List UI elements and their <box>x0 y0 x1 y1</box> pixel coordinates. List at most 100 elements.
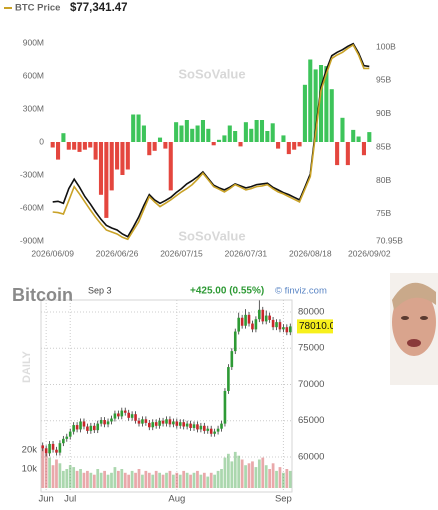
candle-body <box>168 419 172 425</box>
volume-bar <box>244 465 247 488</box>
y-tick-label: 70000 <box>298 379 324 390</box>
bar <box>163 142 168 149</box>
candle-body <box>51 443 55 450</box>
volume-bar <box>175 472 179 488</box>
bar <box>56 142 61 160</box>
candle-body <box>209 428 213 434</box>
candle-body <box>254 319 258 330</box>
volume-bar <box>127 474 131 488</box>
candle-body <box>261 309 265 322</box>
bar <box>157 137 163 142</box>
volume-bar <box>237 455 241 488</box>
bar <box>206 128 211 142</box>
volume-bar <box>65 469 69 488</box>
y2-tick-label: 95B <box>376 75 391 85</box>
volume-bar <box>223 457 227 488</box>
y-tick-label: 65000 <box>298 415 324 426</box>
bar <box>168 142 173 191</box>
candle-body <box>148 422 151 428</box>
candle-body <box>158 420 161 426</box>
volume-bar <box>254 467 258 488</box>
volume-bar <box>189 474 192 488</box>
last-price-group: 78010.00 <box>297 319 341 334</box>
volume-bar <box>158 472 161 488</box>
volume-bar <box>99 472 103 488</box>
candle-body <box>237 317 241 332</box>
candle-body <box>113 413 117 419</box>
y-tick-label: -300M <box>20 169 44 179</box>
candle-body <box>82 421 86 427</box>
volume-bar <box>147 472 151 488</box>
bar <box>259 120 265 142</box>
bar <box>66 142 71 150</box>
volume-bar <box>113 467 117 488</box>
candle-body <box>278 322 282 330</box>
candle-body <box>44 448 48 454</box>
volume-bar <box>206 476 210 488</box>
candle-body <box>72 425 75 432</box>
candle-body <box>185 423 189 427</box>
volume-bar <box>134 472 137 488</box>
bar <box>50 142 55 148</box>
bar <box>340 117 345 142</box>
candle-body <box>216 428 220 432</box>
x-tick-label: 2026/06/26 <box>96 248 139 258</box>
volume-bar <box>68 465 72 488</box>
candle-body <box>62 438 65 444</box>
volume-bar <box>61 470 65 488</box>
bar <box>367 132 372 142</box>
source: © finviz.com <box>275 286 327 297</box>
volume-bar <box>240 459 244 488</box>
x-tick-label: Aug <box>168 494 185 505</box>
candle-body <box>79 421 82 430</box>
candle-body <box>251 323 254 330</box>
bar <box>351 129 356 142</box>
bar <box>174 122 179 142</box>
bar <box>222 135 227 142</box>
candle-body <box>41 445 45 449</box>
volume-bar <box>89 472 93 488</box>
volume-bar <box>288 470 292 488</box>
y2-tick-label: 85B <box>376 141 391 151</box>
mouth <box>407 339 421 347</box>
candle-body <box>192 424 196 428</box>
volume-bar <box>168 470 172 488</box>
bar <box>77 142 82 152</box>
plot-frame <box>40 299 293 493</box>
volume-bar <box>285 469 289 488</box>
y-tick-label: 300M <box>23 103 44 113</box>
candle-body <box>106 421 110 425</box>
volume-bar <box>58 463 62 488</box>
volume-bar <box>213 474 217 488</box>
volume-bar <box>92 474 96 488</box>
y2-tick-label: 70.95B <box>376 235 403 245</box>
volume-bar <box>172 474 175 488</box>
bar <box>270 123 275 142</box>
candle-body <box>99 420 103 424</box>
candle-body <box>96 423 100 431</box>
volume-bar <box>247 463 251 488</box>
candle-body <box>68 431 72 437</box>
candle-body <box>89 425 93 431</box>
watermark: SoSoValue <box>178 228 245 243</box>
candle-body <box>127 412 130 418</box>
eye <box>401 316 409 320</box>
bar <box>281 135 286 142</box>
candle-body <box>58 443 62 453</box>
volume-bar <box>161 474 165 488</box>
bar <box>324 66 329 142</box>
last-price-label: 78010.00 <box>299 321 341 332</box>
last-price-box <box>297 319 333 334</box>
bar <box>361 142 366 156</box>
volume-bar <box>233 451 237 488</box>
bar <box>152 142 157 151</box>
bar <box>88 142 93 148</box>
volume-bar <box>185 472 189 488</box>
x-tick-label: Jun <box>38 494 53 505</box>
bar <box>120 142 125 175</box>
bar <box>141 125 146 142</box>
candle-body <box>288 326 292 333</box>
candle-body <box>275 322 278 328</box>
candle-body <box>86 426 89 431</box>
candle-body <box>227 367 230 391</box>
